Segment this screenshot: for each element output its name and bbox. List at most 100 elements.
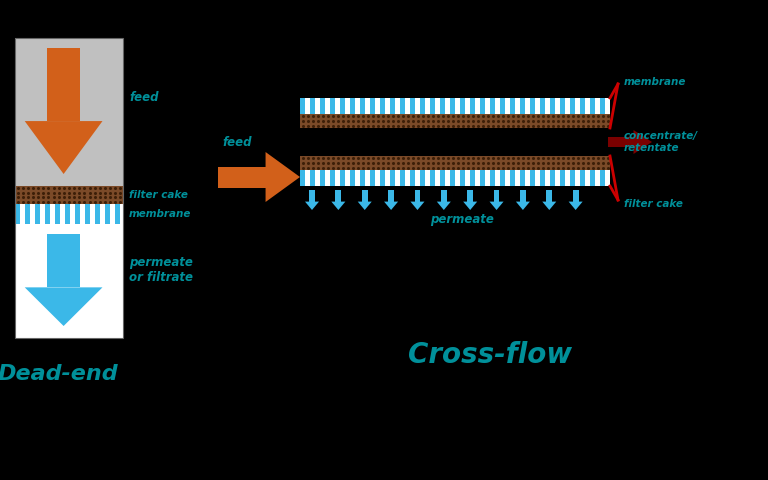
Bar bbox=[465, 98, 470, 114]
Bar bbox=[535, 170, 540, 186]
Bar bbox=[15, 224, 123, 338]
Bar bbox=[300, 114, 610, 128]
Bar bbox=[505, 170, 510, 186]
Bar bbox=[575, 170, 580, 186]
Polygon shape bbox=[463, 202, 477, 210]
Bar bbox=[362, 190, 368, 202]
Polygon shape bbox=[542, 202, 556, 210]
Bar bbox=[585, 98, 590, 114]
Bar bbox=[365, 98, 370, 114]
Text: permeate
or filtrate: permeate or filtrate bbox=[129, 255, 193, 284]
Bar bbox=[415, 170, 420, 186]
Bar bbox=[345, 170, 350, 186]
Bar bbox=[485, 98, 490, 114]
Bar bbox=[388, 190, 394, 202]
Bar bbox=[535, 98, 540, 114]
Bar bbox=[435, 98, 440, 114]
Bar bbox=[485, 170, 490, 186]
Polygon shape bbox=[384, 202, 398, 210]
Bar bbox=[475, 98, 480, 114]
Polygon shape bbox=[489, 202, 504, 210]
Bar bbox=[405, 98, 410, 114]
Bar bbox=[300, 170, 610, 186]
Text: feed: feed bbox=[222, 135, 251, 148]
Bar bbox=[525, 170, 530, 186]
Bar bbox=[30, 204, 35, 224]
Bar bbox=[415, 190, 420, 202]
Bar bbox=[425, 170, 430, 186]
Polygon shape bbox=[266, 152, 300, 202]
Text: membrane: membrane bbox=[624, 77, 687, 87]
Bar bbox=[595, 98, 600, 114]
Bar bbox=[300, 156, 610, 170]
Bar bbox=[445, 170, 450, 186]
Bar bbox=[515, 170, 520, 186]
Bar bbox=[48, 48, 80, 121]
Bar bbox=[110, 204, 115, 224]
Bar bbox=[505, 98, 510, 114]
Bar bbox=[325, 98, 330, 114]
Bar bbox=[545, 170, 550, 186]
Bar bbox=[515, 98, 520, 114]
Text: filter cake: filter cake bbox=[129, 190, 188, 200]
Text: permeate: permeate bbox=[430, 214, 494, 227]
Text: membrane: membrane bbox=[129, 209, 191, 219]
Bar bbox=[375, 98, 380, 114]
Bar bbox=[300, 98, 610, 114]
Bar bbox=[15, 38, 123, 186]
Bar bbox=[305, 170, 310, 186]
Bar bbox=[525, 98, 530, 114]
Bar bbox=[90, 204, 95, 224]
Bar bbox=[15, 186, 123, 204]
Bar bbox=[305, 98, 310, 114]
Bar bbox=[335, 98, 340, 114]
Bar bbox=[585, 170, 590, 186]
Bar bbox=[555, 98, 560, 114]
Bar bbox=[565, 170, 570, 186]
Bar bbox=[520, 190, 526, 202]
Bar bbox=[555, 170, 560, 186]
Bar bbox=[445, 98, 450, 114]
Bar bbox=[455, 98, 460, 114]
Bar bbox=[100, 204, 105, 224]
Bar bbox=[50, 204, 55, 224]
Bar bbox=[345, 98, 350, 114]
Bar bbox=[15, 204, 123, 224]
Bar bbox=[545, 98, 550, 114]
Bar bbox=[315, 170, 320, 186]
Bar bbox=[309, 190, 315, 202]
Text: feed: feed bbox=[129, 91, 158, 104]
Bar bbox=[40, 204, 45, 224]
Bar bbox=[80, 204, 85, 224]
Bar bbox=[415, 98, 420, 114]
Bar bbox=[465, 170, 470, 186]
Bar bbox=[20, 204, 25, 224]
Bar bbox=[365, 170, 370, 186]
Polygon shape bbox=[568, 202, 583, 210]
Polygon shape bbox=[25, 288, 102, 326]
Bar bbox=[15, 38, 123, 338]
Text: Dead-end: Dead-end bbox=[0, 364, 118, 384]
Bar bbox=[395, 170, 400, 186]
Polygon shape bbox=[516, 202, 530, 210]
Bar bbox=[494, 190, 499, 202]
Bar bbox=[60, 204, 65, 224]
Text: concentrate/
retentate: concentrate/ retentate bbox=[624, 131, 698, 153]
Bar bbox=[375, 170, 380, 186]
Bar bbox=[573, 190, 578, 202]
Bar bbox=[475, 170, 480, 186]
Bar bbox=[495, 170, 500, 186]
Bar bbox=[495, 98, 500, 114]
Bar bbox=[355, 170, 360, 186]
Bar bbox=[605, 98, 610, 114]
Bar bbox=[455, 170, 460, 186]
Bar bbox=[218, 167, 266, 188]
Bar bbox=[385, 170, 390, 186]
Bar bbox=[395, 98, 400, 114]
Bar bbox=[315, 98, 320, 114]
Bar bbox=[70, 204, 75, 224]
Bar bbox=[546, 190, 552, 202]
Polygon shape bbox=[331, 202, 346, 210]
Bar bbox=[405, 170, 410, 186]
Bar bbox=[335, 170, 340, 186]
